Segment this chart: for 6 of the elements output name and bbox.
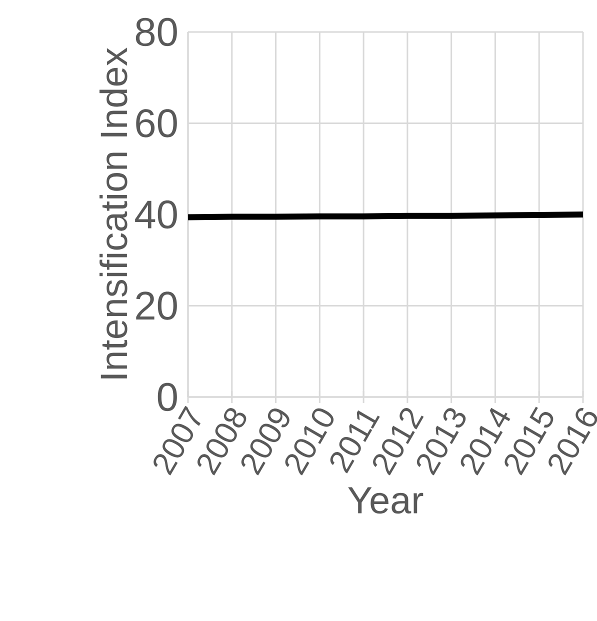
y-axis-title: Intensification Index — [100, 48, 128, 378]
y-tick-label: 40 — [135, 200, 177, 229]
y-tick-label: 60 — [136, 109, 177, 138]
y-tick-label: 20 — [136, 292, 177, 320]
x-axis-title: Year — [348, 487, 424, 514]
y-tick-label: 80 — [136, 18, 177, 46]
